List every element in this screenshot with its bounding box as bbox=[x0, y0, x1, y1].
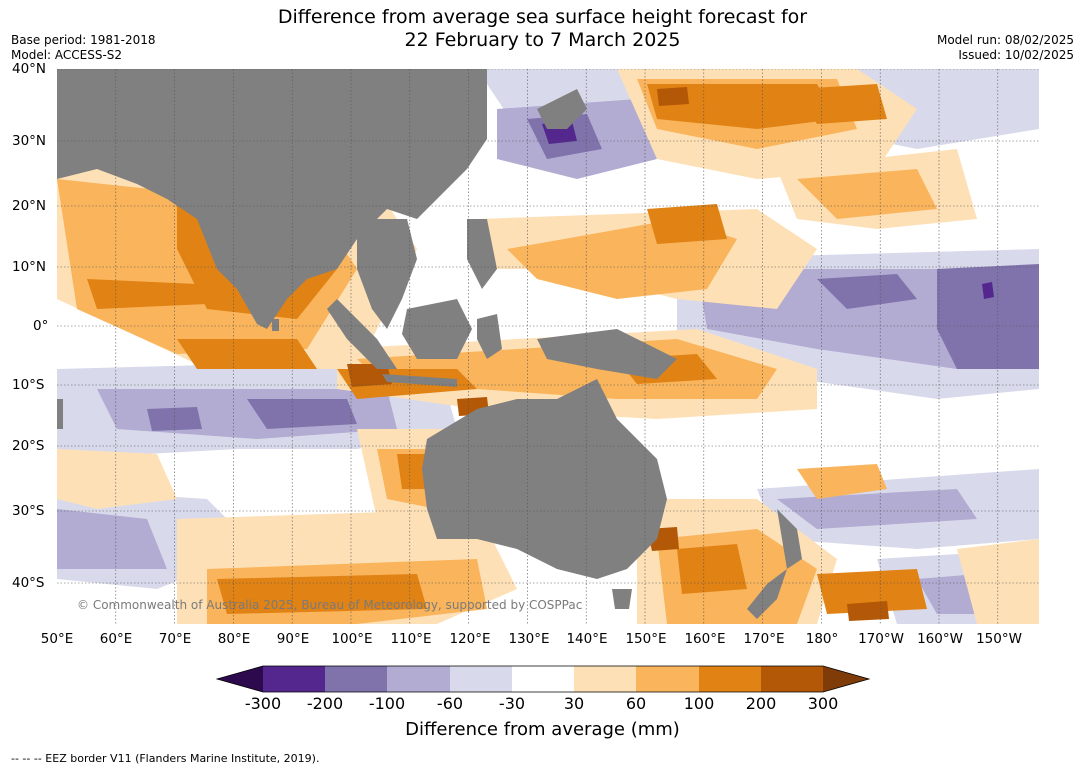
colorbar-tick: -60 bbox=[436, 694, 464, 713]
lon-label: 100°E bbox=[331, 631, 373, 647]
lat-label: 30°N bbox=[12, 133, 47, 149]
base-period: Base period: 1981-2018 bbox=[11, 33, 156, 47]
colorbar bbox=[215, 665, 871, 694]
lon-label: 170°E bbox=[743, 631, 785, 647]
colorbar-neutral bbox=[512, 666, 574, 692]
lon-label: 140°E bbox=[566, 631, 608, 647]
model-run: Model run: 08/02/2025 bbox=[936, 33, 1074, 47]
colorbar-pos-30-60 bbox=[574, 666, 636, 692]
model-name: Model: ACCESS-S2 bbox=[11, 48, 123, 62]
colorbar-neg-300-200 bbox=[263, 666, 325, 692]
lat-label: 10°S bbox=[12, 377, 45, 393]
colorbar-tick: 200 bbox=[745, 694, 777, 713]
issued-date: Issued: 10/02/2025 bbox=[958, 48, 1074, 62]
colorbar-neg-60-30 bbox=[450, 666, 512, 692]
lat-label: 0° bbox=[33, 318, 49, 334]
lon-label: 150°E bbox=[625, 631, 667, 647]
colorbar-label: Difference from average (mm) bbox=[405, 719, 680, 740]
colorbar-tick: 60 bbox=[625, 694, 647, 713]
colorbar-tick: -300 bbox=[244, 694, 282, 713]
title-line-1: Difference from average sea surface heig… bbox=[277, 6, 808, 28]
colorbar-tick: -200 bbox=[306, 694, 344, 713]
lon-label: 180° bbox=[805, 631, 839, 647]
colorbar-below-min bbox=[217, 666, 263, 692]
colorbar-neg-100-60 bbox=[387, 666, 450, 692]
eez-footnote: -- -- -- EEZ border V11 (Flanders Marine… bbox=[11, 752, 320, 765]
colorbar-tick: 300 bbox=[807, 694, 839, 713]
sea-level-map bbox=[57, 69, 1039, 624]
lon-label: 90°E bbox=[276, 631, 310, 647]
lon-label: 110°E bbox=[390, 631, 432, 647]
lat-label: 40°S bbox=[12, 575, 45, 591]
colorbar-tick: -100 bbox=[368, 694, 406, 713]
colorbar-tick: -30 bbox=[498, 694, 526, 713]
copyright-notice: © Commonwealth of Australia 2025, Bureau… bbox=[77, 598, 583, 612]
lon-label: 60°E bbox=[99, 631, 133, 647]
lat-label: 20°S bbox=[12, 438, 45, 454]
lon-label: 120°E bbox=[449, 631, 491, 647]
colorbar-pos-200-300 bbox=[761, 666, 823, 692]
title-line-2: 22 February to 7 March 2025 bbox=[404, 29, 681, 51]
lon-label: 70°E bbox=[158, 631, 192, 647]
lat-label: 10°N bbox=[12, 259, 47, 275]
colorbar-neg-200-100 bbox=[325, 666, 387, 692]
lat-label: 20°N bbox=[12, 198, 47, 214]
lon-label: 150°W bbox=[976, 631, 1022, 647]
colorbar-pos-100-200 bbox=[699, 666, 761, 692]
lon-label: 50°E bbox=[40, 631, 74, 647]
lat-label: 30°S bbox=[12, 503, 45, 519]
lon-label: 170°W bbox=[858, 631, 904, 647]
colorbar-above-max bbox=[823, 666, 869, 692]
lon-label: 80°E bbox=[217, 631, 251, 647]
colorbar-tick: 100 bbox=[683, 694, 715, 713]
lon-label: 160°E bbox=[684, 631, 726, 647]
colorbar-pos-60-100 bbox=[636, 666, 699, 692]
lat-label: 40°N bbox=[12, 61, 47, 77]
lon-label: 130°E bbox=[508, 631, 550, 647]
lon-label: 160°W bbox=[917, 631, 963, 647]
colorbar-tick: 30 bbox=[563, 694, 585, 713]
